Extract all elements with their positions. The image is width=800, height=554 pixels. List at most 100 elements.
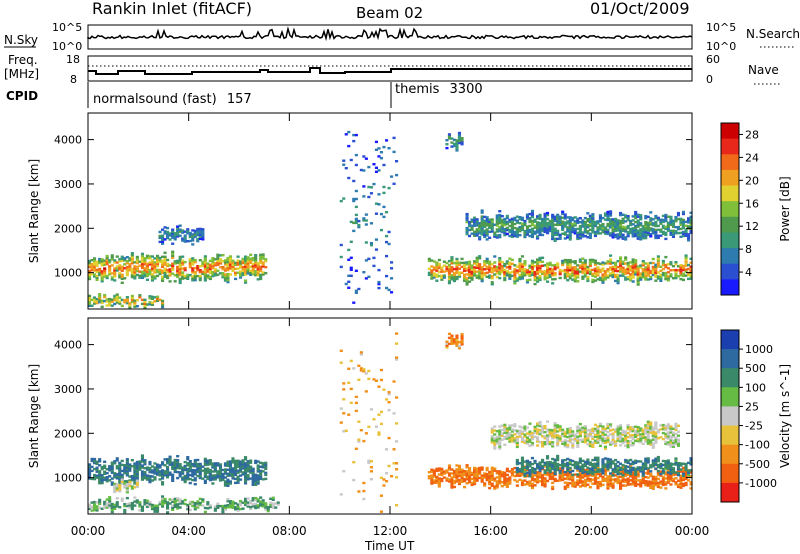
data-cell [452, 469, 457, 473]
data-cell [125, 466, 129, 469]
data-cell [619, 475, 623, 478]
data-cell [581, 484, 585, 487]
data-cell [571, 224, 575, 228]
data-cell [606, 479, 610, 482]
data-cell [231, 261, 235, 264]
data-cell [536, 278, 540, 281]
data-cell [354, 401, 358, 405]
data-cell [447, 259, 452, 263]
data-cell [103, 504, 107, 508]
data-cell [563, 270, 567, 274]
data-cell [125, 302, 129, 305]
data-cell [120, 277, 124, 280]
data-cell [473, 466, 477, 470]
data-cell [624, 270, 628, 273]
data-cell [135, 273, 139, 277]
data-cell [437, 479, 441, 482]
data-cell [432, 268, 436, 271]
data-cell [528, 216, 532, 220]
data-cell [518, 425, 522, 428]
data-cell [133, 301, 137, 304]
data-cell [546, 280, 550, 283]
data-cell [513, 230, 517, 234]
data-cell [606, 434, 610, 438]
data-cell [611, 486, 615, 489]
data-cell [226, 472, 230, 475]
data-cell [629, 462, 633, 466]
data-cell [644, 426, 648, 429]
data-cell [583, 464, 587, 468]
data-cell [95, 297, 99, 301]
data-cell [636, 432, 640, 435]
data-cell [103, 293, 107, 297]
data-cell [113, 294, 117, 298]
data-cell [234, 271, 238, 275]
data-cell [223, 508, 228, 511]
data-cell [465, 478, 469, 481]
data-cell [661, 273, 665, 277]
data-cell [636, 426, 640, 429]
data-cell [538, 278, 542, 282]
data-cell [621, 235, 625, 238]
data-cell [515, 269, 519, 272]
data-cell [666, 277, 670, 280]
data-cell [465, 472, 469, 475]
data-cell [603, 427, 608, 430]
data-cell [475, 228, 479, 231]
data-cell [669, 445, 673, 448]
data-cell [196, 504, 200, 507]
data-cell [619, 466, 623, 469]
data-cell [239, 276, 243, 279]
data-cell [576, 463, 580, 466]
data-cell [463, 473, 467, 477]
data-cell [596, 458, 600, 461]
data-cell [465, 464, 469, 467]
data-cell [684, 224, 688, 227]
data-cell [578, 459, 582, 462]
data-cell [478, 269, 482, 272]
data-cell [528, 220, 532, 224]
data-cell [629, 465, 633, 468]
data-cell [520, 269, 525, 272]
data-cell [251, 256, 255, 260]
data-cell [593, 472, 598, 475]
data-cell [231, 461, 235, 464]
data-cell [661, 226, 665, 230]
data-cell [236, 475, 240, 478]
data-cell [203, 257, 207, 260]
data-cell [244, 259, 248, 262]
data-cell [689, 223, 693, 226]
data-cell [541, 264, 545, 267]
data-cell [173, 234, 177, 237]
data-cell [676, 275, 681, 278]
data-cell [649, 429, 653, 432]
data-cell [576, 429, 580, 432]
data-cell [671, 469, 676, 472]
data-cell [100, 276, 104, 279]
data-cell [130, 300, 134, 304]
data-cell [576, 268, 580, 271]
data-cell [503, 429, 507, 433]
data-cell [611, 234, 615, 237]
data-cell [133, 476, 137, 479]
data-cell [432, 274, 436, 277]
data-cell [178, 261, 182, 265]
data-cell [93, 261, 97, 264]
data-cell [173, 505, 177, 509]
data-cell [641, 462, 645, 465]
data-cell [500, 224, 504, 228]
data-cell [644, 481, 648, 485]
data-cell [614, 430, 618, 433]
data-cell [490, 431, 494, 434]
data-cell [246, 264, 250, 267]
data-cell [571, 484, 575, 488]
data-cell [689, 481, 693, 484]
data-cell [475, 473, 479, 476]
data-cell [483, 229, 487, 232]
data-cell [651, 442, 655, 445]
data-cell [105, 504, 109, 507]
data-cell [93, 457, 97, 461]
data-cell [661, 475, 665, 479]
data-cell [266, 509, 270, 513]
data-cell [561, 472, 565, 476]
